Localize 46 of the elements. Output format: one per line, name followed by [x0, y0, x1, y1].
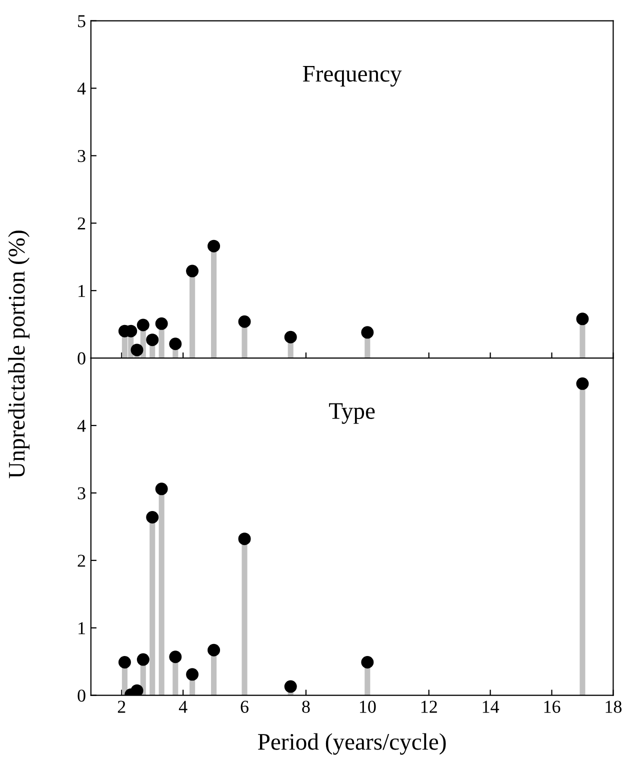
x-tick-label: 4 [178, 700, 188, 713]
point [169, 338, 182, 350]
y-tick-label: 1 [78, 284, 85, 297]
point [146, 510, 159, 524]
y-tick-label: 2 [78, 217, 86, 230]
point [208, 240, 220, 252]
point [169, 650, 182, 664]
x-axis-title: Period (years/cycle) [258, 733, 446, 755]
point [238, 532, 251, 546]
point [136, 653, 150, 666]
y-tick-label: 4 [77, 82, 86, 95]
x-tick-label: 14 [482, 700, 500, 713]
point [576, 312, 589, 326]
x-tick-label: 8 [302, 700, 310, 713]
x-tick-label: 2 [118, 700, 126, 713]
x-tick-label: 18 [606, 700, 622, 713]
x-tick-label: 12 [421, 700, 437, 713]
point [284, 680, 297, 693]
x-tick-label: 16 [544, 700, 560, 713]
point [361, 326, 374, 339]
y-tick-label: 0 [78, 690, 86, 702]
point [186, 264, 199, 278]
point [118, 656, 131, 669]
point [576, 377, 589, 390]
point [208, 644, 220, 656]
point [361, 656, 374, 669]
y-tick-label: 4 [77, 420, 86, 432]
y-axis-title: Unpredictable portion (%) [8, 230, 30, 478]
point [155, 317, 168, 330]
x-tick-label: 6 [240, 700, 249, 713]
point [155, 482, 168, 496]
text: Type [329, 403, 375, 424]
x-tick-label: 10 [360, 700, 376, 713]
y-tick-label: 0 [78, 352, 86, 364]
text: Frequency [302, 66, 402, 87]
y-tick-label: 3 [78, 150, 86, 162]
y-tick-label: 1 [78, 622, 85, 634]
y-tick-label: 5 [78, 15, 86, 28]
y-tick-label: 2 [78, 554, 86, 567]
point [238, 315, 251, 328]
point [186, 668, 199, 681]
point [146, 334, 159, 346]
y-tick-label: 3 [78, 487, 86, 500]
point [136, 318, 150, 332]
point [130, 684, 144, 696]
point [284, 330, 297, 344]
